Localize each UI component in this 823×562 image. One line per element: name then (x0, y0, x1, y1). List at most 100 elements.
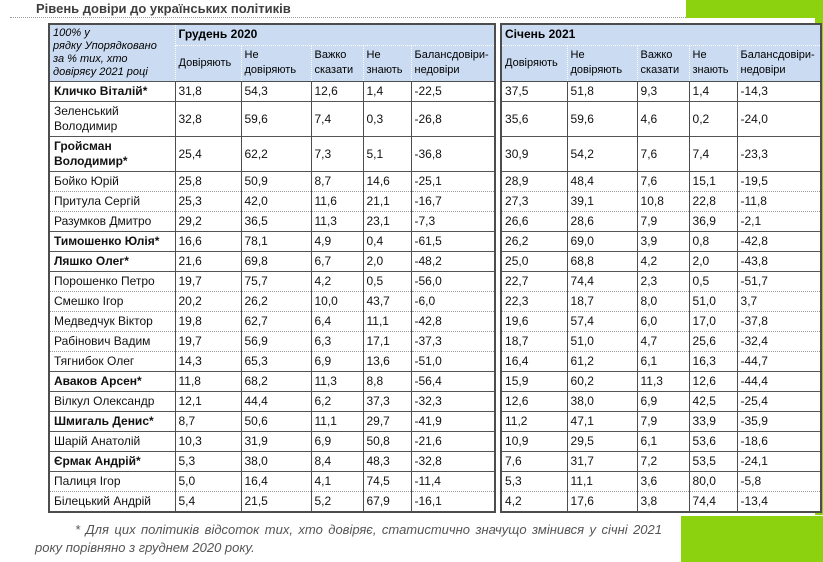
jan-2021-value: 3,8 (636, 491, 690, 513)
politician-name: Смешко Ігор (48, 291, 176, 312)
col-distrust-dec: Не довіряють (240, 44, 312, 83)
dec-2020-value: 25,4 (174, 136, 241, 172)
dec-2020-value: 67,9 (362, 491, 411, 513)
dec-2020-value: 54,3 (240, 81, 311, 102)
dec-2020-value: 68,2 (240, 371, 311, 392)
table-row: Притула Сергій 25,3 42,0 11,6 21,1 -16,7 27,3 3… (48, 191, 823, 212)
jan-2021-value: -18,6 (736, 431, 823, 452)
dec-2020-value: 6,7 (310, 251, 363, 272)
jan-2021-value: 47,1 (566, 411, 638, 432)
dec-2020-value: 50,8 (362, 431, 411, 452)
dec-2020-value: 6,4 (310, 311, 363, 332)
dec-2020-value: 2,0 (362, 251, 411, 272)
col-trust-jan: Довіряють (500, 44, 568, 83)
jan-2021-value: 12,6 (688, 371, 738, 392)
dec-2020-value: 29,7 (362, 411, 411, 432)
jan-2021-value: 53,5 (688, 451, 738, 472)
dec-2020-value: 0,3 (362, 101, 411, 137)
jan-2021-value: 38,0 (566, 391, 638, 412)
dec-2020-value: -26,8 (410, 101, 497, 137)
dec-2020-value: -25,1 (410, 171, 497, 192)
politician-name: Медведчук Віктор (48, 311, 176, 332)
jan-2021-value: 36,9 (688, 211, 738, 232)
jan-2021-value: 18,7 (500, 331, 568, 352)
col-balance-dec: Балансдовіри-недовіри (410, 44, 497, 83)
jan-2021-value: 15,9 (500, 371, 568, 392)
jan-2021-value: 4,7 (636, 331, 690, 352)
jan-2021-value: -5,8 (736, 471, 823, 492)
jan-2021-value: -43,8 (736, 251, 823, 272)
jan-2021-value: 26,6 (500, 211, 568, 232)
dec-2020-value: -6,0 (410, 291, 497, 312)
dec-2020-value: 10,3 (174, 431, 241, 452)
jan-2021-value: 51,8 (566, 81, 638, 102)
jan-2021-value: 60,2 (566, 371, 638, 392)
dec-2020-value: 8,7 (310, 171, 363, 192)
jan-2021-value: 27,3 (500, 191, 568, 212)
dec-2020-value: 62,2 (240, 136, 311, 172)
jan-2021-value: 22,7 (500, 271, 568, 292)
dec-2020-value: 11,3 (310, 211, 363, 232)
table-row: Тягнибок Олег 14,3 65,3 6,9 13,6 -51,0 16,4 61,… (48, 351, 823, 372)
table-row: Палиця Ігор 5,0 16,4 4,1 74,5 -11,4 5,3 11,1 3,6… (48, 471, 823, 492)
col-distrust-jan: Не довіряють (566, 44, 638, 83)
jan-2021-value: 4,2 (500, 491, 568, 513)
dec-2020-value: 31,9 (240, 431, 311, 452)
dec-2020-value: 19,8 (174, 311, 241, 332)
dec-2020-value: 59,6 (240, 101, 311, 137)
jan-2021-value: 9,3 (636, 81, 690, 102)
dec-2020-value: 75,7 (240, 271, 311, 292)
jan-2021-value: 11,3 (636, 371, 690, 392)
dec-2020-value: 4,2 (310, 271, 363, 292)
table-row: Кличко Віталій* 31,8 54,3 12,6 1,4 -22,5 37,5 5… (48, 81, 823, 102)
dec-2020-value: 44,4 (240, 391, 311, 412)
title-bar: Рівень довіри до українських політиків (10, 0, 686, 18)
dec-2020-value: -61,5 (410, 231, 497, 252)
politician-name: Притула Сергій (48, 191, 176, 212)
jan-2021-value: 2,3 (636, 271, 690, 292)
dec-2020-value: 8,8 (362, 371, 411, 392)
jan-2021-value: -19,5 (736, 171, 823, 192)
dec-2020-value: 20,2 (174, 291, 241, 312)
jan-2021-value: -13,4 (736, 491, 823, 513)
jan-2021-value: 7,6 (500, 451, 568, 472)
jan-2021-value: 4,6 (636, 101, 690, 137)
jan-2021-value: 7,6 (636, 171, 690, 192)
jan-2021-value: 57,4 (566, 311, 638, 332)
dec-2020-value: 32,8 (174, 101, 241, 137)
jan-2021-value: 6,1 (636, 351, 690, 372)
politician-name: Бойко Юрій (48, 171, 176, 192)
dec-2020-value: -16,7 (410, 191, 497, 212)
table-body: Кличко Віталій* 31,8 54,3 12,6 1,4 -22,5 37,5 5… (48, 81, 823, 513)
table-row: Шарій Анатолій 10,3 31,9 6,9 50,8 -21,6 10,9 29… (48, 431, 823, 452)
jan-2021-value: 10,8 (636, 191, 690, 212)
dec-2020-value: -42,8 (410, 311, 497, 332)
jan-2021-value: -24,1 (736, 451, 823, 472)
jan-2021-value: 33,9 (688, 411, 738, 432)
dec-2020-value: 11,3 (310, 371, 363, 392)
col-balance-jan: Балансдовіри-недовіри (736, 44, 823, 83)
jan-2021-value: 35,6 (500, 101, 568, 137)
jan-2021-value: -32,4 (736, 331, 823, 352)
jan-2021-value: 61,2 (566, 351, 638, 372)
jan-2021-value: 6,0 (636, 311, 690, 332)
jan-2021-value: 80,0 (688, 471, 738, 492)
jan-2021-value: 2,0 (688, 251, 738, 272)
table-row: Разумков Дмитро 29,2 36,5 11,3 23,1 -7,3 26,6 2… (48, 211, 823, 232)
jan-2021-value: 7,4 (688, 136, 738, 172)
dec-2020-value: 13,6 (362, 351, 411, 372)
table-row: Смешко Ігор 20,2 26,2 10,0 43,7 -6,0 22,3 18,7 8… (48, 291, 823, 312)
jan-2021-value: 22,3 (500, 291, 568, 312)
dec-2020-value: 11,1 (362, 311, 411, 332)
dec-2020-value: 38,0 (240, 451, 311, 472)
dec-2020-value: 56,9 (240, 331, 311, 352)
dec-2020-value: -41,9 (410, 411, 497, 432)
politician-name: Палиця Ігор (48, 471, 176, 492)
politician-name: Шмигаль Денис* (48, 411, 176, 432)
dec-2020-value: 5,4 (174, 491, 241, 513)
col-dont-know-dec: Не знають (362, 44, 412, 83)
dec-2020-value: 62,7 (240, 311, 311, 332)
table-row: Медведчук Віктор 19,8 62,7 6,4 11,1 -42,8 19,6… (48, 311, 823, 332)
dec-2020-value: 6,9 (310, 431, 363, 452)
